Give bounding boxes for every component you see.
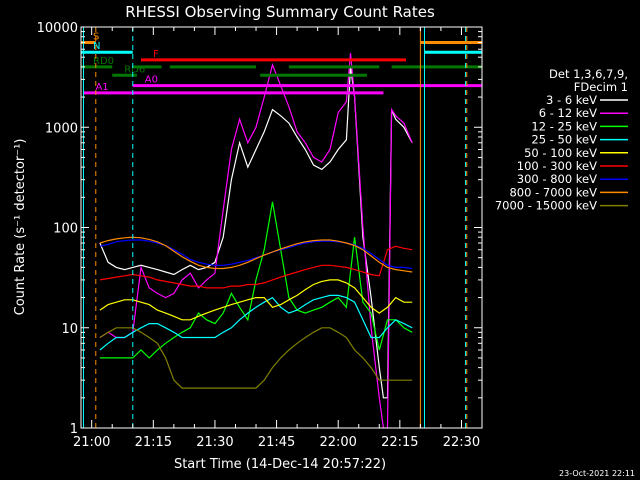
y-tick-label-4: 10000 [37,21,78,36]
y-axis-label: Count Rate (s⁻¹ detector⁻¹) [13,139,28,316]
flag-layer: SNFRD0RD6A0A1 [81,32,482,95]
series-line-6 [99,239,413,270]
flag-label-7: A0 [145,75,158,86]
x-tick-label-5: 22:15 [381,435,418,450]
legend-header-line-2: FDecim 1 [574,80,628,94]
x-tick-label-2: 21:30 [196,435,233,450]
series-line-4 [99,279,413,321]
series-line-8 [99,327,413,389]
x-axis-label: Start Time (14-Dec-14 20:57:22) [174,457,386,472]
legend-label-4: 50 - 100 keV [524,146,597,160]
legend-label-7: 800 - 7000 keV [509,185,597,199]
series-line-7 [99,236,413,273]
series-line-5 [99,245,413,289]
x-tick-label-3: 21:45 [258,435,295,450]
flag-label-2: N [93,41,100,52]
axis-layer: 21:00 21:15 21:30 21:45 22:00 22:15 22:30 1 10 10… [37,21,483,450]
legend-label-3: 25 - 50 keV [531,133,597,147]
chart-title: RHESSI Observing Summary Count Rates [125,3,435,21]
legend-label-2: 12 - 25 keV [531,119,597,133]
flag-label-6: RD6 [124,64,145,75]
y-tick-label-3: 1000 [45,121,78,136]
y-tick-label-2: 100 [53,222,78,237]
flag-label-5: RD0 [93,56,114,67]
legend-label-1: 6 - 12 keV [539,106,597,120]
y-tick-label-0: 1 [70,422,78,437]
flag-label-4: F [153,49,159,60]
series-line-0 [99,66,413,399]
vline-layer [82,27,468,428]
x-tick-label-1: 21:15 [135,435,172,450]
series-layer [99,52,413,428]
legend-header-line-1: Det 1,3,6,7,9, [549,67,628,81]
legend-label-0: 3 - 6 keV [546,93,597,107]
y-tick-label-1: 10 [61,322,78,337]
legend-label-6: 300 - 800 keV [517,172,597,186]
x-tick-label-6: 22:30 [443,435,480,450]
series-line-2 [99,201,413,359]
legend-label-5: 100 - 300 keV [517,159,597,173]
legend-label-8: 7000 - 15000 keV [495,199,597,213]
flag-label-8: A1 [95,82,108,93]
footer-date: 23-Oct-2021 22:11 [559,469,635,478]
series-line-3 [99,294,413,351]
series-line-1 [99,52,413,428]
x-tick-label-0: 21:00 [73,435,110,450]
x-tick-label-4: 22:00 [319,435,356,450]
